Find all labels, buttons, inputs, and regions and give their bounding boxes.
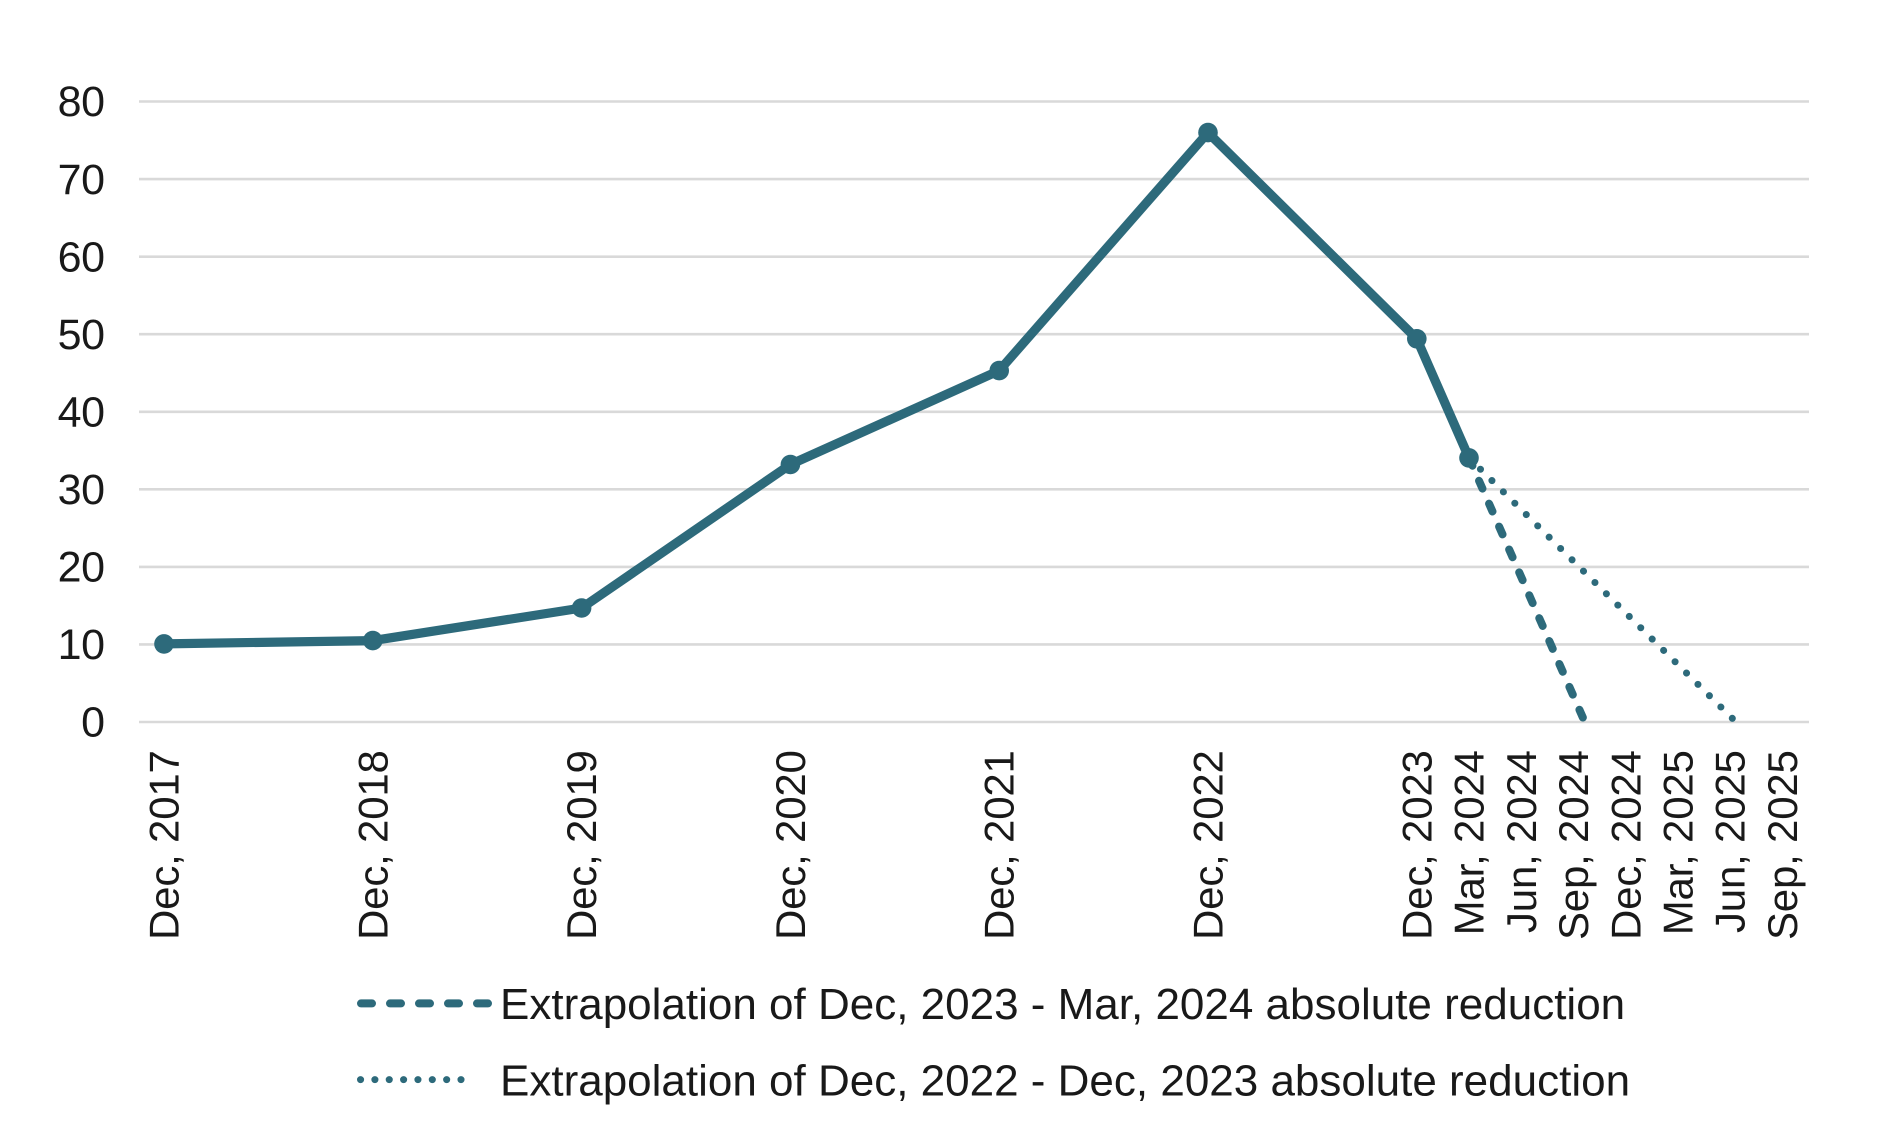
svg-text:Dec, 2021: Dec, 2021 — [976, 750, 1023, 940]
svg-text:Dec, 2022: Dec, 2022 — [1185, 750, 1232, 940]
svg-text:Sep, 2024: Sep, 2024 — [1550, 750, 1597, 940]
svg-text:Dec, 2019: Dec, 2019 — [558, 750, 605, 940]
svg-text:Dec, 2024: Dec, 2024 — [1602, 750, 1649, 940]
svg-text:Mar, 2025: Mar, 2025 — [1655, 750, 1702, 935]
svg-text:40: 40 — [58, 389, 105, 437]
svg-text:Dec, 2017: Dec, 2017 — [141, 750, 188, 940]
svg-text:70: 70 — [58, 156, 105, 204]
svg-text:10: 10 — [58, 621, 105, 669]
svg-text:Dec, 2023: Dec, 2023 — [1393, 750, 1440, 940]
svg-text:60: 60 — [58, 233, 105, 281]
svg-text:80: 80 — [58, 78, 105, 126]
svg-text:30: 30 — [58, 466, 105, 514]
svg-text:Dec, 2020: Dec, 2020 — [767, 750, 814, 940]
svg-text:Sep, 2025: Sep, 2025 — [1759, 750, 1806, 940]
svg-text:Dec, 2018: Dec, 2018 — [349, 750, 396, 940]
svg-text:0: 0 — [81, 699, 104, 747]
svg-text:Mar, 2024: Mar, 2024 — [1446, 750, 1493, 935]
svg-text:Extrapolation of Dec, 2023 - M: Extrapolation of Dec, 2023 - Mar, 2024 a… — [500, 980, 1625, 1029]
svg-text:Extrapolation of Dec, 2022 - D: Extrapolation of Dec, 2022 - Dec, 2023 a… — [500, 1056, 1630, 1105]
svg-text:20: 20 — [58, 544, 105, 592]
svg-text:Jun, 2024: Jun, 2024 — [1498, 750, 1545, 933]
svg-text:Jun, 2025: Jun, 2025 — [1707, 750, 1754, 933]
svg-text:50: 50 — [58, 311, 105, 359]
